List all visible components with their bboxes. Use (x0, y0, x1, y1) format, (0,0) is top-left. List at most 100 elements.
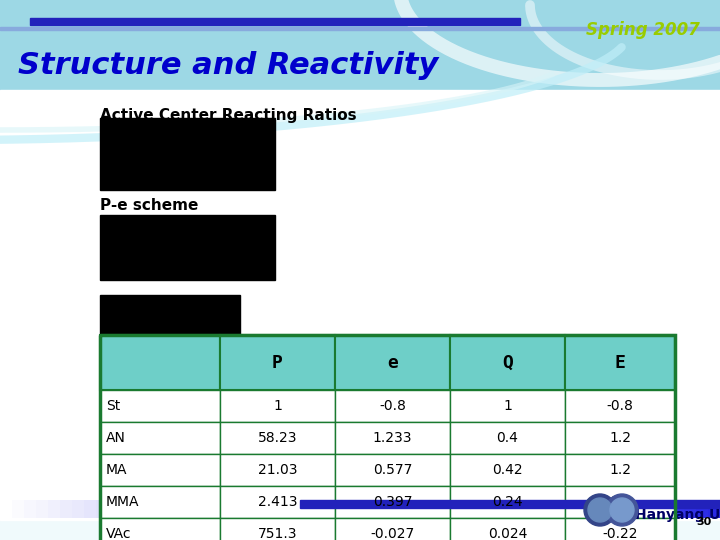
Bar (220, 422, 335, 454)
Text: Q: Q (502, 354, 513, 372)
Bar (252, 500, 264, 518)
Text: -0.027: -0.027 (370, 527, 415, 540)
Bar (624, 500, 636, 518)
Text: 1.2: 1.2 (609, 463, 631, 477)
Bar (372, 500, 384, 518)
Bar (300, 500, 720, 508)
Bar (220, 335, 335, 390)
Text: Active Center Reacting Ratios: Active Center Reacting Ratios (100, 108, 356, 123)
Bar (408, 500, 420, 518)
Bar (100, 335, 675, 540)
Bar (144, 500, 156, 518)
Bar (100, 118, 275, 190)
Bar (450, 335, 565, 390)
Bar (468, 500, 480, 518)
Bar (108, 500, 120, 518)
Bar (100, 390, 220, 422)
Bar (708, 500, 720, 518)
Bar (156, 500, 168, 518)
Bar (24, 500, 36, 518)
Bar (180, 500, 192, 518)
Bar (72, 500, 84, 518)
Bar (660, 500, 672, 518)
Bar (220, 390, 335, 422)
Text: 0.42: 0.42 (492, 463, 523, 477)
Bar (228, 500, 240, 518)
Circle shape (606, 494, 638, 526)
Bar (312, 500, 324, 518)
Text: MMA: MMA (106, 495, 140, 509)
Bar (450, 486, 565, 518)
Bar (516, 500, 528, 518)
Text: P: P (272, 354, 283, 372)
Bar (432, 500, 444, 518)
Text: AN: AN (106, 431, 126, 445)
Text: 1.233: 1.233 (373, 431, 413, 445)
Bar (450, 390, 565, 422)
Text: -0.8: -0.8 (606, 399, 634, 413)
Bar (84, 500, 96, 518)
Bar (120, 500, 132, 518)
Bar (132, 500, 144, 518)
Bar (0, 27, 720, 30)
Bar (240, 500, 252, 518)
Circle shape (588, 498, 612, 522)
Bar (576, 500, 588, 518)
Text: -0.22: -0.22 (602, 527, 638, 540)
Bar (100, 422, 220, 454)
Text: E: E (615, 354, 626, 372)
Bar (564, 500, 576, 518)
Text: 21.03: 21.03 (258, 463, 297, 477)
Bar (384, 500, 396, 518)
Text: Structure and Reactivity: Structure and Reactivity (18, 51, 438, 79)
Text: P-e scheme: P-e scheme (100, 198, 199, 213)
Bar (204, 500, 216, 518)
Bar (684, 500, 696, 518)
Bar (480, 500, 492, 518)
Text: MA: MA (106, 463, 127, 477)
Bar (450, 518, 565, 540)
Bar (100, 454, 220, 486)
Bar (220, 454, 335, 486)
Bar (335, 454, 450, 486)
Bar (288, 500, 300, 518)
Bar (348, 500, 360, 518)
Bar (276, 500, 288, 518)
Bar (565, 390, 675, 422)
Bar (672, 500, 684, 518)
Bar (30, 18, 520, 25)
Text: 1: 1 (273, 399, 282, 413)
Circle shape (610, 498, 634, 522)
Bar (565, 422, 675, 454)
Text: 0.24: 0.24 (492, 495, 523, 509)
Bar (552, 500, 564, 518)
Text: 751.3: 751.3 (258, 527, 297, 540)
Bar (168, 500, 180, 518)
Bar (588, 500, 600, 518)
Text: 1: 1 (503, 399, 512, 413)
Bar (60, 500, 72, 518)
Bar (565, 335, 675, 390)
Bar (100, 518, 220, 540)
Bar (528, 500, 540, 518)
Bar (48, 500, 60, 518)
Bar (100, 215, 275, 280)
Bar (636, 500, 648, 518)
Bar (0, 500, 12, 518)
Text: 0.397: 0.397 (373, 495, 413, 509)
Bar (12, 500, 24, 518)
Bar (565, 454, 675, 486)
Bar (264, 500, 276, 518)
Bar (600, 500, 612, 518)
Bar (540, 500, 552, 518)
Bar (444, 500, 456, 518)
Bar (335, 335, 450, 390)
Text: e: e (387, 354, 398, 372)
Text: VAc: VAc (106, 527, 132, 540)
Text: 0.577: 0.577 (373, 463, 412, 477)
Bar (396, 500, 408, 518)
Bar (100, 486, 220, 518)
Text: St: St (106, 399, 120, 413)
Text: 0.024: 0.024 (488, 527, 527, 540)
Bar (648, 500, 660, 518)
